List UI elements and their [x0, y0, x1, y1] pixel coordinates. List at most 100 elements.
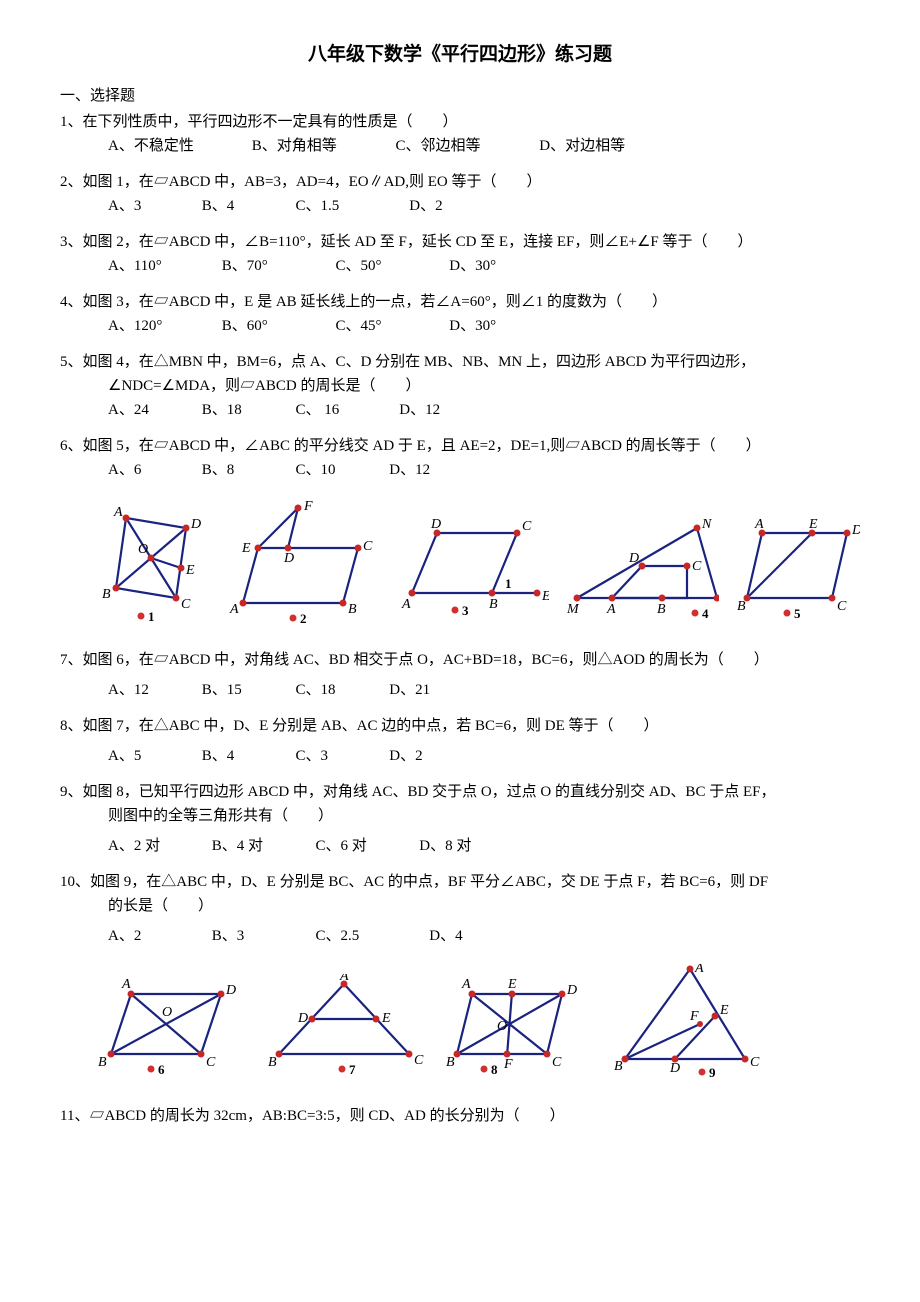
q9-stem: 9、如图 8，已知平行四边形 ABCD 中，对角线 AC、BD 交于点 O，过点…	[60, 780, 860, 804]
q3-stem: 3、如图 2，在▱ABCD 中，∠B=110°，延长 AD 至 F，延长 CD …	[60, 230, 860, 254]
q9-opt-a: A、2 对	[108, 834, 208, 858]
figure-9: A E F B D C 9	[610, 964, 760, 1084]
q9-stem2: 则图中的全等三角形共有（ ）	[108, 804, 860, 828]
q2-opt-c: C、1.5	[296, 194, 406, 218]
svg-text:E: E	[719, 1003, 729, 1018]
svg-text:4: 4	[702, 606, 709, 621]
svg-text:E: E	[507, 977, 517, 992]
svg-text:A: A	[401, 597, 411, 612]
figure-row-1: A D C B O E 1 E D C B A F 2 D C B A E 1 …	[96, 498, 860, 628]
svg-text:D: D	[283, 551, 294, 566]
q3-opt-d: D、30°	[449, 254, 496, 278]
q5-opt-a: A、24	[108, 398, 198, 422]
svg-text:D: D	[669, 1061, 680, 1076]
q6-opt-d: D、12	[389, 458, 430, 482]
svg-text:E: E	[541, 589, 549, 604]
figure-7: A D E B C 7	[264, 974, 424, 1084]
q10-opt-b: B、3	[212, 924, 312, 948]
q8-opt-a: A、5	[108, 744, 198, 768]
q2-stem: 2、如图 1，在▱ABCD 中，AB=3，AD=4，EO∥AD,则 EO 等于（…	[60, 170, 860, 194]
q6-opt-b: B、8	[202, 458, 292, 482]
svg-text:A: A	[339, 974, 349, 984]
svg-text:8: 8	[491, 1062, 498, 1077]
svg-text:C: C	[750, 1055, 760, 1070]
svg-text:A: A	[694, 964, 704, 976]
q1-opt-c: C、邻边相等	[396, 134, 536, 158]
svg-text:B: B	[102, 587, 111, 602]
svg-text:D: D	[190, 517, 201, 532]
section-heading: 一、选择题	[60, 84, 860, 108]
svg-text:O: O	[162, 1005, 172, 1020]
question-3: 3、如图 2，在▱ABCD 中，∠B=110°，延长 AD 至 F，延长 CD …	[60, 230, 860, 278]
q2-opt-d: D、2	[409, 194, 442, 218]
q1-stem: 1、在下列性质中，平行四边形不一定具有的性质是（ ）	[60, 110, 860, 134]
page-title: 八年级下数学《平行四边形》练习题	[60, 40, 860, 70]
svg-text:C: C	[206, 1055, 216, 1070]
q3-opt-b: B、70°	[222, 254, 332, 278]
q9-opt-b: B、4 对	[212, 834, 312, 858]
question-9: 9、如图 8，已知平行四边形 ABCD 中，对角线 AC、BD 交于点 O，过点…	[60, 780, 860, 858]
figure-1: A D C B O E 1	[96, 498, 210, 628]
svg-text:M: M	[567, 602, 580, 617]
svg-text:O: O	[138, 542, 148, 557]
svg-text:B: B	[489, 597, 498, 612]
svg-text:E: E	[808, 518, 818, 532]
figure-4: M N A B D C 4	[567, 518, 719, 628]
q6-stem: 6、如图 5，在▱ABCD 中，∠ABC 的平分线交 AD 于 E，且 AE=2…	[60, 434, 860, 458]
q10-opt-c: C、2.5	[316, 924, 426, 948]
svg-text:D: D	[297, 1011, 308, 1026]
q1-opt-d: D、对边相等	[539, 134, 625, 158]
svg-text:B: B	[348, 602, 357, 617]
svg-text:C: C	[552, 1055, 562, 1070]
q8-opt-d: D、2	[389, 744, 422, 768]
svg-text:1: 1	[505, 576, 512, 591]
q6-opt-c: C、10	[296, 458, 386, 482]
q7-opt-b: B、15	[202, 678, 292, 702]
question-1: 1、在下列性质中，平行四边形不一定具有的性质是（ ） A、不稳定性 B、对角相等…	[60, 110, 860, 158]
svg-text:O: O	[497, 1019, 507, 1034]
q7-stem: 7、如图 6，在▱ABCD 中，对角线 AC、BD 相交于点 O，AC+BD=1…	[60, 648, 860, 672]
svg-text:B: B	[268, 1055, 277, 1070]
svg-text:C: C	[414, 1053, 424, 1068]
svg-text:C: C	[837, 599, 847, 614]
svg-text:2: 2	[300, 611, 307, 626]
q3-opt-c: C、50°	[336, 254, 446, 278]
q9-opt-d: D、8 对	[419, 834, 471, 858]
q11-stem: 11、▱ABCD 的周长为 32cm，AB:BC=3:5，则 CD、AD 的长分…	[60, 1104, 860, 1128]
q7-opt-a: A、12	[108, 678, 198, 702]
svg-text:N: N	[701, 518, 712, 532]
svg-text:B: B	[657, 602, 666, 617]
q4-stem: 4、如图 3，在▱ABCD 中，E 是 AB 延长线上的一点，若∠A=60°，则…	[60, 290, 860, 314]
svg-text:D: D	[430, 518, 441, 532]
svg-text:C: C	[522, 519, 532, 534]
svg-text:5: 5	[794, 606, 801, 621]
question-11: 11、▱ABCD 的周长为 32cm，AB:BC=3:5，则 CD、AD 的长分…	[60, 1104, 860, 1128]
question-4: 4、如图 3，在▱ABCD 中，E 是 AB 延长线上的一点，若∠A=60°，则…	[60, 290, 860, 338]
q8-stem: 8、如图 7，在△ABC 中，D、E 分别是 AB、AC 边的中点，若 BC=6…	[60, 714, 860, 738]
q5-stem2: ∠NDC=∠MDA，则▱ABCD 的周长是（ ）	[108, 374, 860, 398]
question-2: 2、如图 1，在▱ABCD 中，AB=3，AD=4，EO∥AD,则 EO 等于（…	[60, 170, 860, 218]
q7-opt-c: C、18	[296, 678, 386, 702]
svg-text:B: B	[614, 1059, 623, 1074]
q5-opt-b: B、18	[202, 398, 292, 422]
svg-text:B: B	[98, 1055, 107, 1070]
svg-text:A: A	[229, 602, 239, 617]
q1-opt-b: B、对角相等	[252, 134, 392, 158]
figure-6: A D C B O 6	[96, 974, 246, 1084]
svg-text:C: C	[181, 597, 191, 612]
q8-opt-b: B、4	[202, 744, 292, 768]
question-10: 10、如图 9，在△ABC 中，D、E 分别是 BC、AC 的中点，BF 平分∠…	[60, 870, 860, 948]
q10-stem: 10、如图 9，在△ABC 中，D、E 分别是 BC、AC 的中点，BF 平分∠…	[60, 870, 860, 894]
q2-opt-b: B、4	[202, 194, 292, 218]
q6-opt-a: A、6	[108, 458, 198, 482]
svg-text:D: D	[225, 983, 236, 998]
svg-text:1: 1	[148, 609, 155, 624]
q4-opt-c: C、45°	[336, 314, 446, 338]
svg-text:A: A	[113, 505, 123, 520]
figure-2: E D C B A F 2	[228, 498, 380, 628]
svg-text:E: E	[381, 1011, 391, 1026]
svg-text:C: C	[692, 559, 702, 574]
svg-text:7: 7	[349, 1062, 356, 1077]
svg-text:F: F	[303, 499, 313, 514]
q10-opt-a: A、2	[108, 924, 208, 948]
